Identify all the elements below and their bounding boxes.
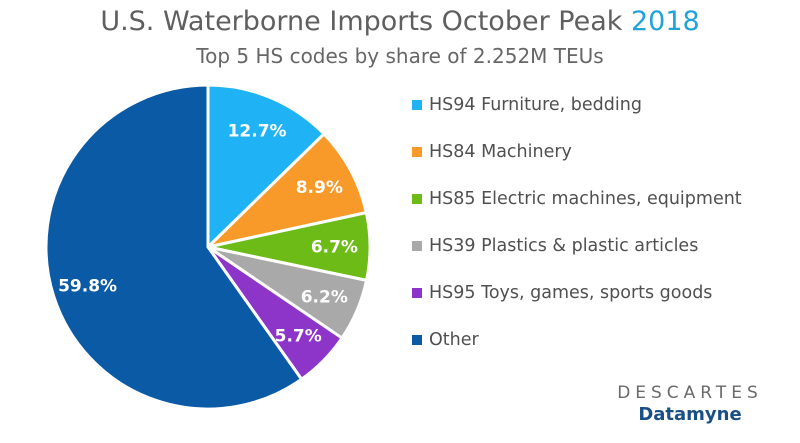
chart-title: U.S. Waterborne Imports October Peak 201… xyxy=(0,6,800,37)
pie-slice-label: 6.7% xyxy=(311,238,358,258)
chart-subtitle: Top 5 HS codes by share of 2.252M TEUs xyxy=(196,44,604,68)
pie-slice-label: 6.2% xyxy=(301,288,348,308)
legend-swatch xyxy=(412,240,422,251)
pie-slice-other xyxy=(44,83,304,411)
legend-item: HS85 Electric machines, equipment xyxy=(412,186,742,211)
pie-slice-hs84 xyxy=(206,132,368,249)
brand-name-top: DESCARTES xyxy=(617,383,763,403)
chart-title-main: U.S. Waterborne Imports October Peak xyxy=(100,6,623,37)
legend-item: Other xyxy=(412,327,742,352)
brand-name-bottom: Datamyne xyxy=(638,404,742,425)
legend-label: HS84 Machinery xyxy=(429,141,572,162)
brand-logo: DESCARTES Datamyne xyxy=(600,383,780,425)
legend-label: Other xyxy=(429,329,479,350)
legend-swatch xyxy=(412,193,422,204)
legend-swatch xyxy=(412,99,422,110)
legend-label: HS85 Electric machines, equipment xyxy=(429,188,742,209)
legend-swatch xyxy=(412,334,422,345)
legend-label: HS95 Toys, games, sports goods xyxy=(429,282,713,303)
pie-slice-label: 12.7% xyxy=(228,122,287,142)
legend-label: HS94 Furniture, bedding xyxy=(429,94,642,115)
pie-slice-hs94 xyxy=(206,83,326,249)
legend-item: HS84 Machinery xyxy=(412,139,742,164)
legend-item: HS95 Toys, games, sports goods xyxy=(412,280,742,305)
legend-item: HS94 Furniture, bedding xyxy=(412,92,742,117)
pie-slice-label: 8.9% xyxy=(296,178,343,198)
chart-legend: HS94 Furniture, bedding HS84 Machinery HS8… xyxy=(412,92,742,374)
legend-label: HS39 Plastics & plastic articles xyxy=(429,235,699,256)
legend-swatch xyxy=(412,287,422,298)
pie-slice-label: 5.7% xyxy=(275,327,322,347)
chart-title-year: 2018 xyxy=(630,6,700,37)
legend-swatch xyxy=(412,146,422,157)
legend-item: HS39 Plastics & plastic articles xyxy=(412,233,742,258)
pie-slice-label: 59.8% xyxy=(58,276,117,296)
